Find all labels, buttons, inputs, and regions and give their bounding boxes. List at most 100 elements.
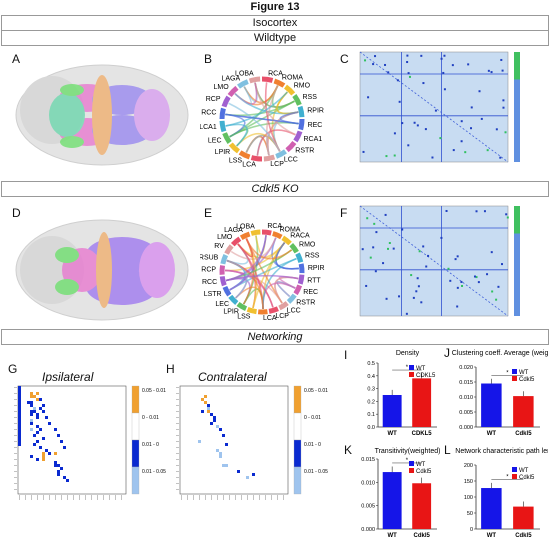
- heatmap-cell: [33, 443, 36, 446]
- heatmap-cell: [30, 410, 33, 413]
- matrix-cell: [420, 301, 423, 304]
- legend-swatch: [409, 365, 414, 370]
- chord-label: LOBA: [235, 71, 254, 78]
- brain-render-a: [15, 64, 189, 166]
- chord-segment: [278, 301, 289, 311]
- heatmap-cell: [33, 395, 36, 398]
- matrix-cell: [425, 265, 428, 268]
- heatmap-cell: [18, 437, 21, 440]
- category-label: WT: [387, 533, 397, 539]
- chord-segment: [289, 242, 299, 254]
- category-label: WT: [487, 533, 497, 539]
- chord-label: RV: [214, 243, 224, 250]
- chord-segment: [298, 263, 305, 274]
- matrix-cell: [447, 267, 450, 270]
- significance-star: *: [406, 365, 409, 371]
- matrix-cell: [490, 251, 493, 254]
- heatmap-legend-swatch: [131, 412, 140, 441]
- chord-label: LAGA: [224, 227, 243, 234]
- chord-link: [225, 113, 299, 125]
- matrix-cell: [443, 88, 446, 91]
- chord-segment: [286, 293, 297, 304]
- bar: [382, 395, 402, 427]
- matrix-cell: [475, 276, 478, 279]
- section-bar-networking: Networking: [1, 329, 549, 345]
- matrix-cell: [374, 270, 377, 273]
- matrix-cell: [372, 246, 375, 249]
- bar-chart-title: Transitivity(weighted): [375, 448, 441, 455]
- chord-label: RSS: [305, 253, 320, 260]
- chord-segment: [293, 130, 303, 143]
- panel-letter-k: K: [344, 443, 353, 457]
- matrix-cell: [416, 124, 419, 127]
- chord-label: LSS: [237, 313, 251, 320]
- category-label: Cdkl5: [515, 533, 532, 539]
- heatmap-cell: [36, 413, 39, 416]
- y-tick-label: 50: [467, 511, 473, 517]
- chord-segment: [248, 76, 261, 84]
- chord-label: LCC: [287, 308, 301, 315]
- matrix-cell: [495, 298, 498, 301]
- chord-segment: [263, 154, 276, 162]
- heatmap-legend-swatch: [131, 466, 140, 495]
- y-tick-label: 0.0: [367, 425, 375, 431]
- heatmap-cell: [18, 440, 21, 443]
- matrix-cell: [504, 131, 507, 134]
- heatmap-cell: [30, 419, 33, 422]
- heatmap-cell: [219, 452, 222, 455]
- chord-link: [225, 123, 248, 147]
- heatmap-cell: [54, 464, 57, 467]
- bar: [481, 488, 502, 529]
- matrix-cell: [440, 57, 443, 60]
- y-tick-label: 0.010: [361, 480, 375, 486]
- heatmap-cell: [36, 431, 39, 434]
- chord-label: LPIR: [215, 149, 231, 156]
- heatmap-cell: [18, 443, 21, 446]
- heatmap-cell: [54, 452, 57, 455]
- matrix-cell: [452, 149, 455, 152]
- chord-link: [237, 238, 254, 258]
- chord-label: ROMA: [282, 74, 303, 81]
- chord-link: [234, 86, 253, 106]
- connectivity-matrix-f: [359, 205, 520, 317]
- chord-link: [226, 259, 248, 299]
- heatmap-cell: [18, 419, 21, 422]
- heatmap-cell: [18, 386, 21, 389]
- matrix-colorbar: [514, 52, 520, 162]
- chord-label: RCA: [267, 223, 282, 230]
- heatmap-cell: [18, 413, 21, 416]
- matrix-cell: [500, 58, 503, 61]
- category-label: CDKL5: [412, 431, 433, 437]
- heatmap-cell: [33, 410, 36, 413]
- chord-label: REC: [303, 289, 318, 296]
- matrix-diagonal: [359, 51, 509, 163]
- chord-segment: [239, 231, 251, 240]
- heatmap-cell: [18, 425, 21, 428]
- heatmap-cell: [18, 404, 21, 407]
- matrix-cell: [413, 121, 416, 124]
- y-tick-label: 0.015: [459, 380, 473, 386]
- heatmap-cell: [18, 416, 21, 419]
- heatmap-cell: [39, 428, 42, 431]
- chord-label: LCA1: [200, 124, 217, 131]
- heatmap-cell: [57, 473, 60, 476]
- chord-segment: [283, 84, 296, 96]
- chord-label: RCA: [268, 70, 283, 77]
- matrix-colorbar-top: [514, 52, 520, 80]
- legend-label: WT: [519, 468, 529, 474]
- matrix-cell: [486, 149, 489, 152]
- panel-letter-a: A: [12, 52, 21, 66]
- chord-label: RSS: [302, 94, 317, 101]
- chord-link: [230, 237, 277, 260]
- matrix-cell: [483, 210, 486, 213]
- legend-swatch: [409, 372, 414, 377]
- matrix-cell: [473, 275, 476, 278]
- matrix-cell: [412, 296, 415, 299]
- heatmap-cell: [201, 410, 204, 413]
- matrix-cell: [440, 236, 443, 239]
- chord-label: LPIR: [223, 309, 239, 316]
- heatmap-cell: [18, 407, 21, 410]
- y-tick-label: 200: [464, 463, 473, 469]
- heatmap-cell: [18, 389, 21, 392]
